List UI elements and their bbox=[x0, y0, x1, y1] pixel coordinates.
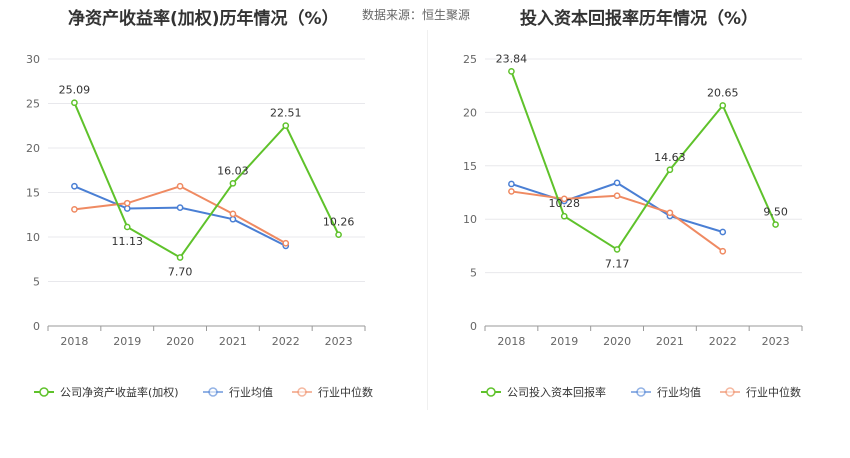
chart2-legend-label: 行业中位数 bbox=[746, 385, 801, 399]
chart2-data-point bbox=[560, 212, 568, 220]
chart1-y-tick-label: 0 bbox=[33, 320, 40, 333]
chart1-legend-marker bbox=[39, 387, 49, 397]
chart1-data-point bbox=[335, 231, 342, 239]
chart1-y-tick-label: 30 bbox=[26, 53, 40, 66]
chart1-data-point bbox=[71, 99, 78, 107]
chart1-x-tick-label: 2022 bbox=[272, 335, 300, 348]
chart1-data-label: 7.70 bbox=[168, 265, 193, 278]
chart1-series-line-0 bbox=[73, 102, 340, 259]
chart2-y-tick-label: 10 bbox=[463, 213, 477, 226]
chart1-data-label: 25.09 bbox=[59, 84, 91, 97]
chart1-series-line-2 bbox=[74, 185, 287, 245]
chart-title-roic: 投入资本回报率历年情况（%） bbox=[520, 9, 759, 29]
chart2-data-point bbox=[613, 192, 621, 200]
chart1-legend-label: 公司净资产收益率(加权) bbox=[60, 385, 179, 399]
chart2-x-tick-label: 2020 bbox=[603, 335, 631, 348]
chart1-data-label: 22.51 bbox=[270, 107, 302, 120]
chart2-series-line-0 bbox=[510, 71, 777, 251]
chart2-data-point bbox=[666, 209, 674, 217]
chart2-data-point bbox=[613, 246, 621, 253]
chart2-data-point bbox=[719, 102, 727, 109]
chart2-data-point bbox=[613, 179, 621, 187]
chart1-legend-label: 行业中位数 bbox=[318, 385, 373, 399]
chart1-data-point bbox=[176, 204, 184, 211]
chart1-data-point bbox=[282, 122, 290, 130]
chart2-data-point bbox=[508, 68, 515, 75]
chart2-data-point bbox=[666, 166, 674, 174]
chart2-data-label: 14.63 bbox=[654, 151, 686, 164]
chart-title-roe: 净资产收益率(加权)历年情况（%） bbox=[68, 9, 339, 29]
chart2-data-point bbox=[772, 221, 779, 228]
chart1-y-tick-label: 25 bbox=[26, 98, 40, 111]
chart1-data-point bbox=[229, 210, 237, 218]
chart1-y-tick-label: 20 bbox=[26, 142, 40, 155]
chart2-x-tick-label: 2021 bbox=[656, 335, 684, 348]
chart2-data-label: 23.84 bbox=[496, 52, 528, 65]
chart2-legend-marker bbox=[725, 387, 735, 397]
chart2-data-point bbox=[719, 247, 727, 255]
chart2-legend-marker bbox=[636, 387, 646, 397]
chart2-series-line-1 bbox=[511, 181, 724, 233]
chart2-x-tick-label: 2018 bbox=[497, 335, 525, 348]
chart1-data-label: 11.13 bbox=[112, 235, 144, 248]
chart1-data-point bbox=[123, 205, 131, 212]
chart2-data-point bbox=[508, 188, 515, 195]
chart2-y-tick-label: 5 bbox=[470, 267, 477, 280]
chart1-x-tick-label: 2023 bbox=[325, 335, 353, 348]
chart2-x-tick-label: 2023 bbox=[762, 335, 790, 348]
chart1-legend-marker bbox=[208, 387, 218, 397]
chart1-y-tick-label: 5 bbox=[33, 276, 40, 289]
chart2-data-label: 9.50 bbox=[763, 206, 788, 219]
chart1-data-label: 16.03 bbox=[217, 164, 249, 177]
chart2-legend-label: 行业均值 bbox=[657, 386, 701, 399]
chart2-data-point bbox=[719, 228, 727, 236]
chart1-x-tick-label: 2021 bbox=[219, 335, 247, 348]
chart1-y-tick-label: 10 bbox=[26, 231, 40, 244]
chart1-data-point bbox=[176, 254, 184, 261]
chart1-data-point bbox=[123, 199, 131, 207]
chart2-series-line-2 bbox=[511, 190, 724, 253]
chart2-data-label: 10.28 bbox=[549, 197, 581, 210]
chart1-legend-marker bbox=[297, 387, 307, 397]
chart2-data-label: 20.65 bbox=[707, 86, 739, 99]
chart1-data-point bbox=[123, 223, 131, 231]
chart2-data-point bbox=[508, 180, 515, 188]
chart2-y-tick-label: 25 bbox=[463, 53, 477, 66]
chart2-legend-marker bbox=[486, 387, 496, 397]
chart1-x-tick-label: 2019 bbox=[113, 335, 141, 348]
panel-divider bbox=[427, 30, 428, 410]
chart1-x-tick-label: 2018 bbox=[60, 335, 88, 348]
chart1-y-tick-label: 15 bbox=[26, 187, 40, 200]
chart2-data-point bbox=[560, 195, 568, 203]
chart1-data-point bbox=[71, 182, 78, 190]
chart1-data-point bbox=[176, 182, 184, 190]
chart1-data-label: 10.26 bbox=[323, 216, 355, 229]
chart2-y-tick-label: 15 bbox=[463, 160, 477, 173]
chart1-legend-label: 行业均值 bbox=[229, 386, 273, 399]
chart2-legend-label: 公司投入资本回报率 bbox=[507, 385, 606, 399]
chart1-data-point bbox=[229, 215, 237, 223]
chart2-x-tick-label: 2022 bbox=[709, 335, 737, 348]
chart1-data-point bbox=[229, 179, 237, 187]
chart1-data-point bbox=[282, 239, 290, 247]
chart2-y-tick-label: 0 bbox=[470, 320, 477, 333]
chart2-data-label: 7.17 bbox=[605, 257, 630, 270]
chart1-x-tick-label: 2020 bbox=[166, 335, 194, 348]
chart1-data-point bbox=[71, 206, 78, 213]
chart2-y-tick-label: 20 bbox=[463, 106, 477, 119]
data-source-label: 数据来源：恒生聚源 bbox=[362, 8, 471, 22]
chart2-x-tick-label: 2019 bbox=[550, 335, 578, 348]
